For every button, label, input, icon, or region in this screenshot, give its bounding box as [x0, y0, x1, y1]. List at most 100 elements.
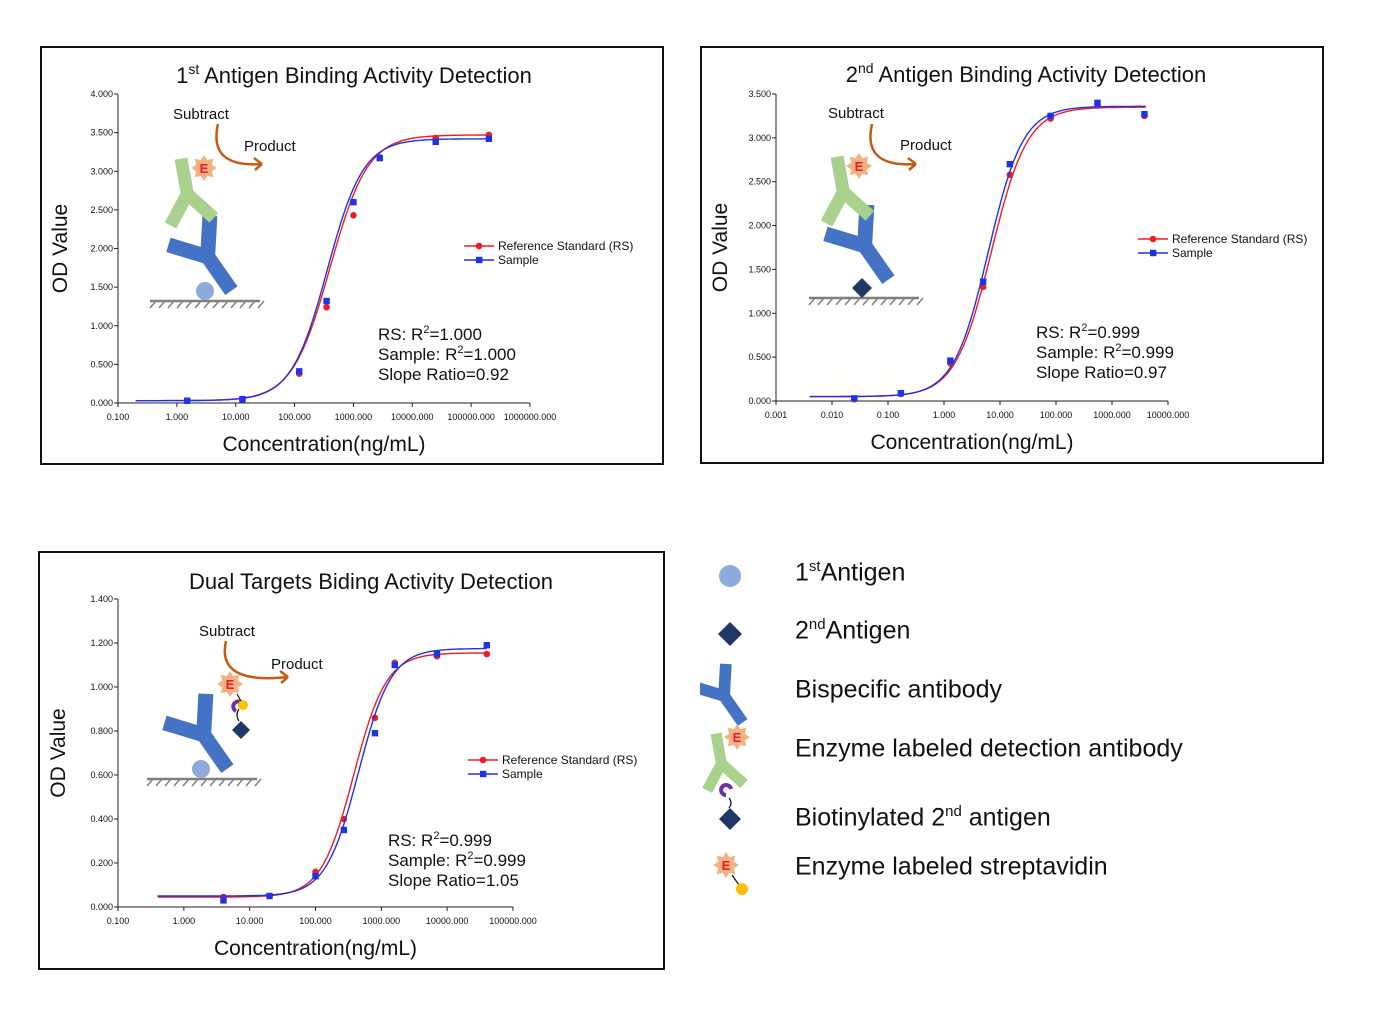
surface-hatch [230, 300, 238, 309]
data-point-sample [897, 389, 905, 397]
x-tick-label: 1000.000 [1093, 410, 1131, 420]
reaction-arrow-icon [215, 123, 263, 171]
y-tick-label: 1.400 [90, 594, 113, 604]
x-tick-label: 10.000 [986, 410, 1014, 420]
surface-hatch [257, 300, 265, 309]
y-tick-label: 1.000 [90, 321, 113, 331]
chart-title-main: 1 [176, 63, 188, 88]
surface-hatch [164, 778, 172, 787]
chart-title: 2nd Antigen Binding Activity Detection [846, 60, 1206, 87]
chart-1st-antigen: 1st Antigen Binding Activity Detection 0.… [49, 61, 633, 456]
fit-stat-value: =0.999 [1122, 343, 1174, 362]
surface-hatch [245, 778, 253, 787]
legend-item-biotinylated-antigen: Biotinylated 2nd antigen [795, 803, 1051, 832]
fit-stat-sup: 2 [423, 324, 429, 336]
surface-hatch [203, 300, 211, 309]
fit-stat-1: Sample: R2=0.999 [1036, 342, 1174, 362]
x-tick-label: 1000000.000 [504, 412, 557, 422]
y-tick-label: 1.500 [748, 264, 771, 274]
data-point-sample [376, 154, 383, 162]
inset-substrate-label: Subtract [199, 623, 256, 640]
y-axis-label: OD Value [47, 708, 70, 798]
y-tick-label: 0.000 [90, 902, 113, 912]
surface-plate-icon [808, 296, 924, 306]
biotin-linker [236, 708, 240, 722]
legend-marker-sample [476, 256, 483, 264]
assay-inset-dual: E [146, 640, 289, 787]
y-tick-label: 0.000 [90, 398, 113, 408]
enzyme-icon: E [217, 671, 243, 697]
data-point-sample [979, 278, 987, 285]
x-tick-label: 0.100 [107, 412, 130, 422]
x-axis-label: Concentration(ng/mL) [214, 937, 417, 960]
antigen1-circle-icon [196, 282, 214, 300]
y-tick-label: 1.500 [90, 282, 113, 292]
enzyme-label: E [722, 858, 731, 873]
antigen1-circle-icon [192, 760, 210, 778]
x-tick-label: 1.000 [166, 412, 189, 422]
chart-title-rest: Antigen Binding Activity Detection [874, 62, 1207, 87]
x-tick-label: 1.000 [173, 916, 196, 926]
inset-substrate-label: Subtract [173, 106, 230, 123]
detection-antibody-icon-arm-right [820, 188, 850, 227]
fit-stat-text: RS: R [388, 831, 433, 850]
legend-item-bispecific-antibody: Bispecific antibody [795, 675, 1003, 704]
data-point-sample [1094, 99, 1101, 106]
y-tick-label: 1.000 [90, 682, 113, 692]
fit-stat-sup: 2 [467, 850, 473, 862]
data-point-sample [350, 198, 357, 206]
detection-antibody-icon-arm-left [717, 759, 748, 788]
surface-hatch [146, 778, 154, 787]
detection-antibody-icon [820, 155, 875, 227]
surface-hatch [209, 778, 217, 787]
data-point-sample [220, 897, 227, 904]
surface-hatch [880, 297, 888, 306]
data-point-sample [851, 395, 858, 402]
enzyme-icon: E [191, 155, 217, 181]
fit-stat-text: Slope Ratio=0.92 [378, 365, 509, 384]
reaction-arrow-icon [223, 640, 289, 684]
chart-title-sup: st [188, 61, 199, 77]
enzyme-star [846, 153, 872, 179]
chart-title-main: Dual Targets Biding Activity Detection [189, 569, 553, 594]
chart-title-main: 2 [846, 62, 858, 87]
fit-stat-0: RS: R2=0.999 [388, 830, 492, 850]
enzyme-icon: E [713, 852, 739, 878]
biotin-linker [728, 797, 732, 809]
enzyme-star [724, 724, 750, 750]
surface-hatch [185, 300, 193, 309]
surface-hatch [248, 300, 256, 309]
surface-hatch [149, 300, 157, 309]
fit-stat-text: RS: R [1036, 323, 1081, 342]
surface-hatch [853, 297, 861, 306]
biotinylated-antigen-diamond-icon [719, 808, 741, 830]
bispecific-antibody-icon [166, 215, 238, 295]
enzyme-label: E [855, 159, 864, 174]
fit-stat-1: Sample: R2=1.000 [378, 344, 516, 364]
chart-2nd-antigen: 2nd Antigen Binding Activity Detection 0.… [709, 60, 1307, 454]
data-point-sample [371, 730, 379, 737]
enzyme-star [191, 155, 217, 181]
fit-stat-text: Sample: R [388, 851, 467, 870]
surface-hatch [176, 300, 184, 309]
legend-marker-rs [1149, 235, 1157, 243]
fit-stat-0: RS: R2=1.000 [378, 324, 482, 344]
surface-hatch [254, 778, 262, 787]
legend-icons: EE [700, 565, 750, 895]
fit-stat-sup: 2 [433, 830, 439, 842]
data-point-sample [391, 661, 398, 669]
surface-hatch [898, 297, 906, 306]
y-tick-label: 2.500 [90, 205, 113, 215]
streptavidin-linker [236, 693, 242, 702]
antigen2-diamond-icon [718, 622, 742, 646]
y-axis-label: OD Value [49, 204, 72, 294]
y-tick-label: 3.500 [748, 89, 771, 99]
data-point-sample [947, 357, 954, 364]
streptavidin-dot-icon [736, 883, 748, 895]
data-point-sample [266, 892, 273, 900]
x-tick-label: 0.010 [821, 410, 844, 420]
fit-curve-sample [809, 105, 1146, 398]
detection-antibody-icon-arm-left [838, 187, 875, 221]
detection-antibody-icon [164, 157, 219, 229]
